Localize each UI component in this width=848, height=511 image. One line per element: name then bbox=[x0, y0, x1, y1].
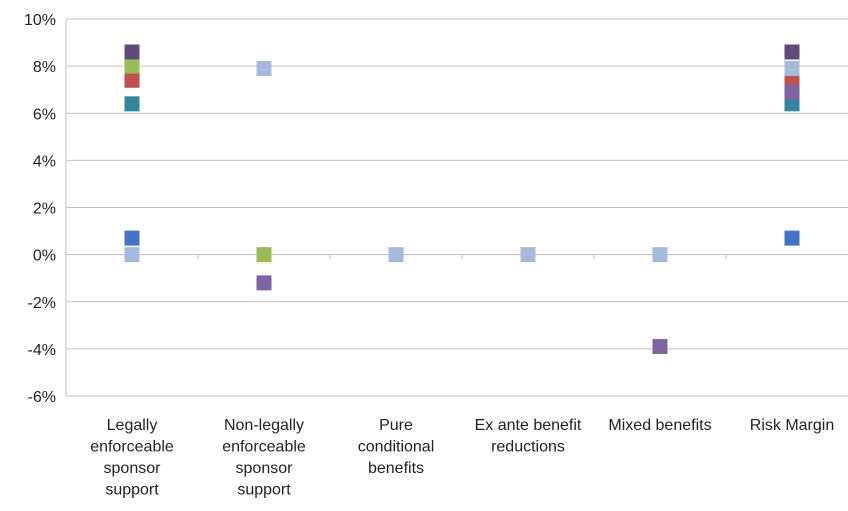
data-point bbox=[124, 247, 140, 263]
y-tick-label: 6% bbox=[33, 106, 56, 123]
y-tick-label: 0% bbox=[33, 248, 56, 265]
data-point bbox=[124, 230, 140, 246]
y-tick-label: -2% bbox=[28, 295, 56, 312]
data-point bbox=[520, 247, 536, 263]
x-tick-label: Pure conditional benefits bbox=[358, 417, 435, 477]
data-point bbox=[124, 44, 140, 60]
x-tick-label: Non-legally enforceable sponsor support bbox=[222, 417, 306, 499]
y-tick-label: 10% bbox=[24, 12, 56, 29]
data-point bbox=[784, 84, 800, 100]
y-tick-label: -6% bbox=[28, 389, 56, 406]
data-point bbox=[388, 247, 404, 263]
data-point bbox=[784, 96, 800, 112]
data-point bbox=[652, 339, 668, 355]
data-point bbox=[124, 96, 140, 112]
x-tick-label: Mixed benefits bbox=[608, 417, 711, 434]
x-tick-label: Legally enforceable sponsor support bbox=[90, 417, 174, 499]
y-tick-label: 2% bbox=[33, 201, 56, 218]
data-point bbox=[256, 60, 272, 76]
x-tick-label: Ex ante benefit reductions bbox=[475, 417, 582, 456]
y-tick-label: 4% bbox=[33, 153, 56, 170]
data-point bbox=[784, 60, 800, 76]
data-point bbox=[652, 247, 668, 263]
y-tick-label: 8% bbox=[33, 59, 56, 76]
data-point bbox=[124, 72, 140, 88]
data-point bbox=[784, 44, 800, 60]
data-point bbox=[784, 230, 800, 246]
data-point bbox=[124, 58, 140, 74]
data-point bbox=[256, 247, 272, 263]
data-point bbox=[256, 275, 272, 291]
data-point bbox=[784, 72, 800, 88]
y-tick-label: -4% bbox=[28, 342, 56, 359]
x-tick-label: Risk Margin bbox=[750, 417, 834, 434]
